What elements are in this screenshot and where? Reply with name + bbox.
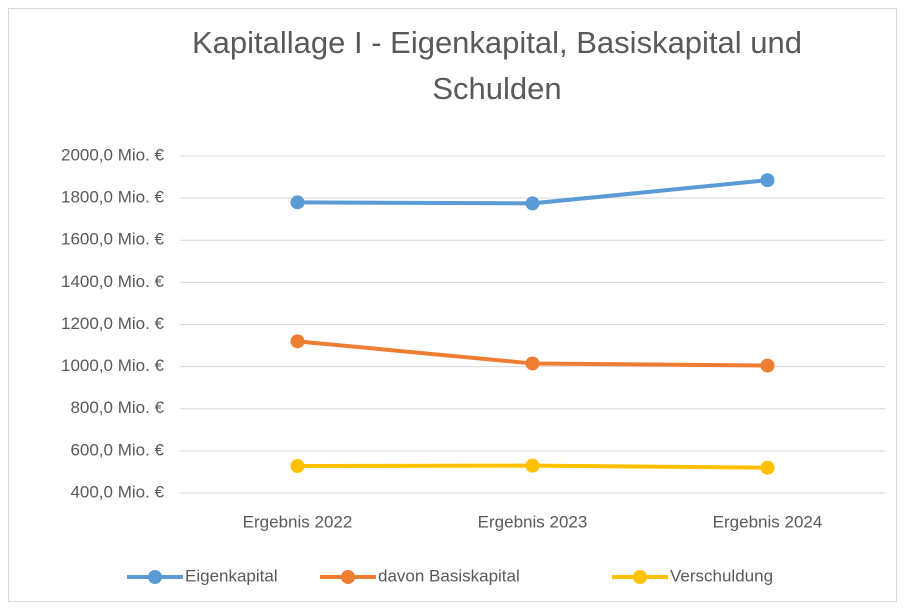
point (290, 195, 305, 210)
point (760, 460, 775, 475)
legend-marker (148, 570, 162, 584)
point (290, 334, 305, 349)
chart-border (8, 8, 897, 602)
point (525, 196, 540, 211)
point (760, 173, 775, 188)
legend-label: Eigenkapital (185, 566, 278, 585)
point (760, 358, 775, 373)
y-tick-label: 800,0 Mio. € (70, 398, 164, 417)
legend-marker (341, 570, 355, 584)
x-tick-label: Ergebnis 2022 (243, 512, 353, 531)
y-tick-label: 1600,0 Mio. € (61, 230, 165, 249)
legend-label: davon Basiskapital (378, 566, 520, 585)
legend-marker (633, 570, 647, 584)
legend-label: Verschuldung (670, 566, 773, 585)
y-tick-label: 400,0 Mio. € (70, 482, 164, 501)
y-tick-label: 2000,0 Mio. € (61, 145, 165, 164)
chart-title: Kapitallage I - Eigenkapital, Basiskapit… (191, 25, 803, 106)
point (525, 458, 540, 473)
x-tick-label: Ergebnis 2024 (713, 512, 823, 531)
y-tick-label: 1000,0 Mio. € (61, 356, 165, 375)
y-tick-label: 1800,0 Mio. € (61, 188, 165, 207)
y-tick-label: 1200,0 Mio. € (61, 314, 165, 333)
x-tick-label: Ergebnis 2023 (478, 512, 588, 531)
y-tick-label: 600,0 Mio. € (70, 440, 164, 459)
point (525, 356, 540, 371)
point (290, 459, 305, 474)
y-tick-label: 1400,0 Mio. € (61, 272, 165, 291)
